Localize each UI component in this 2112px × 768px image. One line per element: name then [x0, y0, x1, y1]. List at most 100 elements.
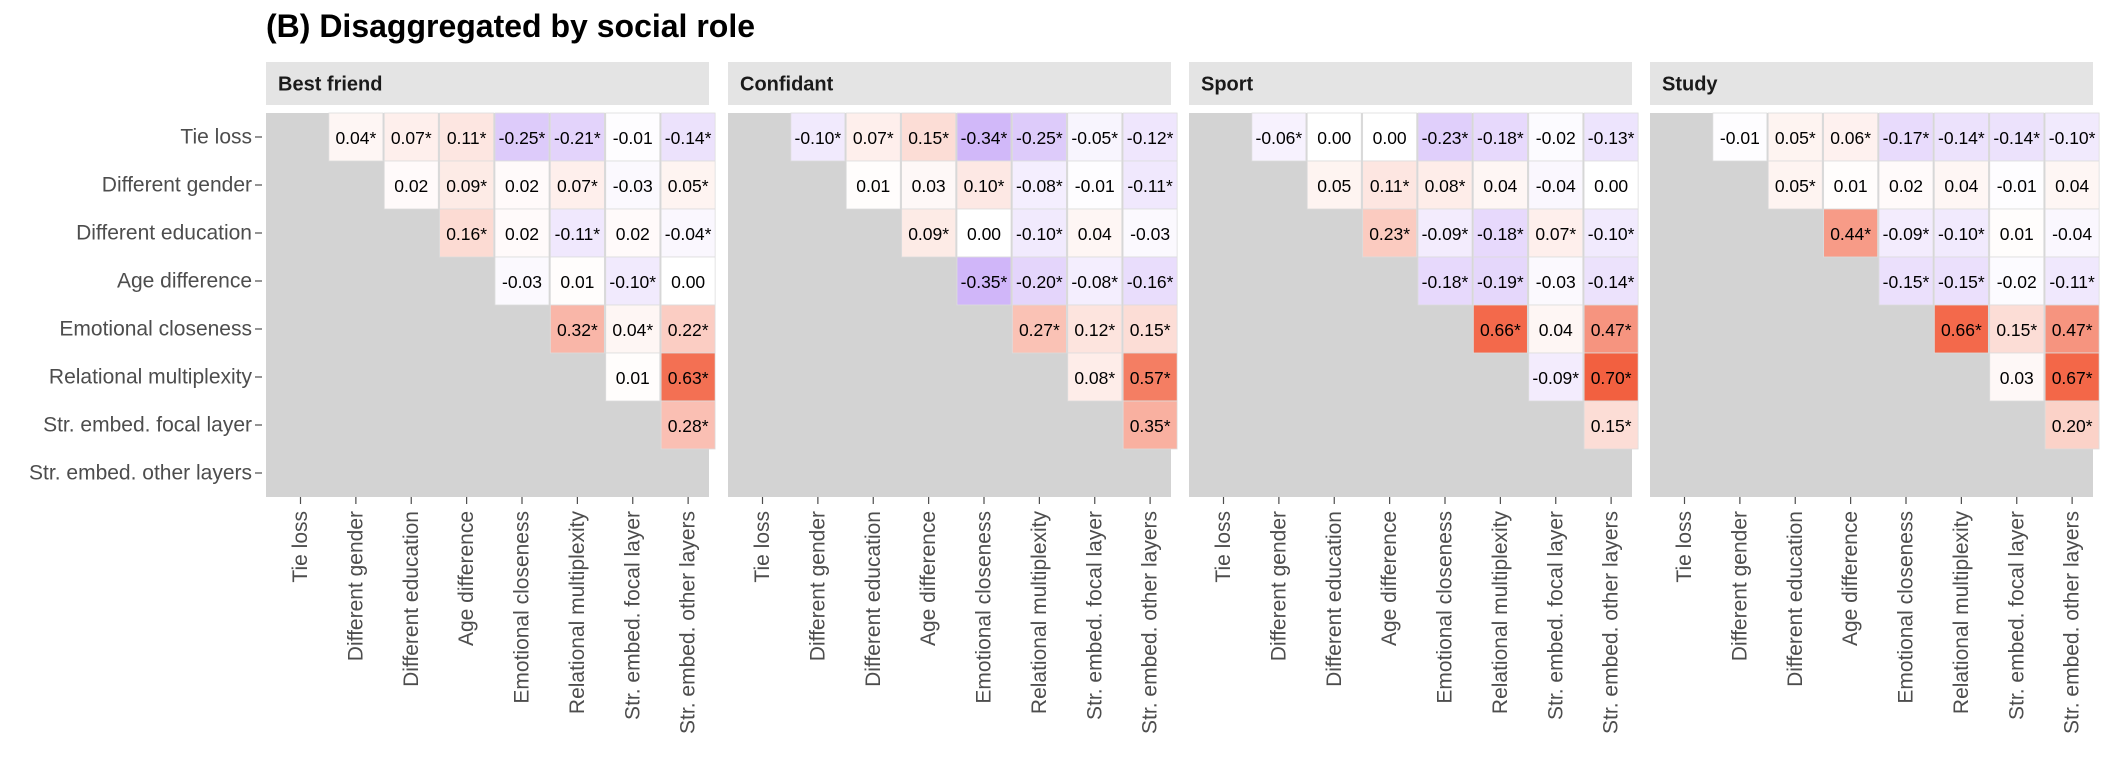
x-tick-label-relational-multiplexity: Relational multiplexity — [566, 511, 589, 715]
heatmap-cell — [1011, 304, 1067, 354]
x-tick-label-str-embed-other-layers: Str. embed. other layers — [2061, 511, 2084, 734]
x-tick-label-age-difference: Age difference — [1378, 511, 1401, 646]
cell-value-label: 0.05* — [1775, 176, 1816, 196]
heatmap-cell — [956, 112, 1012, 162]
cell-value-label: -0.25* — [1016, 128, 1063, 148]
heatmap-cell — [1989, 352, 2045, 402]
heatmap-cell — [1583, 112, 1639, 162]
cell-value-label: 0.08* — [1074, 368, 1115, 388]
cell-value-label: -0.09* — [1883, 224, 1930, 244]
heatmap-cell — [790, 112, 846, 162]
heatmap-cell — [1528, 256, 1584, 306]
cell-value-label: -0.09* — [1422, 224, 1469, 244]
heatmap-cell — [383, 160, 439, 210]
heatmap-cell — [1472, 256, 1528, 306]
facet-title-best-friend: Best friend — [278, 74, 382, 96]
heatmap-cell — [494, 112, 550, 162]
cell-value-label: -0.23* — [1422, 128, 1469, 148]
heatmap-cell — [1933, 208, 1989, 258]
heatmap-cell — [1472, 304, 1528, 354]
x-tick-label-tie-loss: Tie loss — [751, 511, 774, 583]
cell-value-label: 0.11* — [447, 128, 487, 148]
cell-value-label: 0.04 — [2055, 176, 2089, 196]
cell-value-label: -0.20* — [1016, 272, 1063, 292]
heatmap-cell — [605, 160, 661, 210]
heatmap-cell — [660, 304, 716, 354]
heatmap-cell — [1933, 304, 1989, 354]
cell-value-label: 0.15* — [1130, 320, 1171, 340]
cell-value-label: -0.11* — [1127, 176, 1173, 196]
heatmap-cell — [1472, 208, 1528, 258]
cell-value-label: -0.17* — [1883, 128, 1930, 148]
cell-value-label: 0.02 — [505, 224, 539, 244]
cell-value-label: 0.15* — [908, 128, 949, 148]
heatmap-cell — [901, 208, 957, 258]
heatmap-cell — [1362, 112, 1418, 162]
facet-strip — [1650, 62, 2093, 105]
x-tick-label-str-embed-other-layers: Str. embed. other layers — [677, 511, 700, 734]
cell-value-label: -0.10* — [1938, 224, 1985, 244]
heatmap-cell — [605, 208, 661, 258]
x-tick-label-tie-loss: Tie loss — [1673, 511, 1696, 583]
cell-value-label: 0.01 — [856, 176, 890, 196]
cell-value-label: 0.02 — [1889, 176, 1923, 196]
y-tick-label-str-embed-other-layers: Str. embed. other layers — [29, 462, 252, 485]
heatmap-cell — [383, 112, 439, 162]
y-tick-label-relational-multiplexity: Relational multiplexity — [49, 366, 253, 389]
y-tick-label-different-education: Different education — [76, 222, 252, 245]
x-tick-label-tie-loss: Tie loss — [289, 511, 312, 583]
cell-value-label: 0.57* — [1130, 368, 1171, 388]
heatmap-cell — [660, 112, 716, 162]
heatmap-cell — [439, 160, 495, 210]
cell-value-label: 0.02 — [394, 176, 428, 196]
cell-value-label: 0.04 — [1539, 320, 1573, 340]
heatmap-cell — [660, 256, 716, 306]
cell-value-label: 0.15* — [1591, 416, 1632, 436]
heatmap-cell — [439, 112, 495, 162]
cell-value-label: 0.05* — [668, 176, 709, 196]
heatmap-cell — [901, 160, 957, 210]
heatmap-cell — [1122, 352, 1178, 402]
heatmap-cell — [1417, 160, 1473, 210]
heatmap-cell — [2044, 256, 2100, 306]
cell-value-label: -0.12* — [1127, 128, 1174, 148]
cell-value-label: 0.28* — [668, 416, 709, 436]
heatmap-cell — [605, 304, 661, 354]
cell-value-label: -0.14* — [665, 128, 712, 148]
x-tick-label-different-education: Different education — [1784, 511, 1807, 687]
cell-value-label: -0.01 — [1720, 128, 1760, 148]
heatmap-cell — [1528, 304, 1584, 354]
heatmap-cell — [1712, 112, 1768, 162]
cell-value-label: 0.23* — [1369, 224, 1410, 244]
heatmap-cell — [1417, 256, 1473, 306]
facet-strip — [728, 62, 1171, 105]
heatmap-cell — [660, 400, 716, 450]
cell-value-label: 0.66* — [1941, 320, 1982, 340]
cell-value-label: 0.20* — [2052, 416, 2093, 436]
heatmap-cell — [1823, 160, 1879, 210]
cell-value-label: -0.21* — [554, 128, 601, 148]
cell-value-label: 0.12* — [1074, 320, 1115, 340]
heatmap-cell — [1933, 256, 1989, 306]
cell-value-label: -0.08* — [1071, 272, 1118, 292]
heatmap-cell — [2044, 112, 2100, 162]
heatmap-cell — [1989, 208, 2045, 258]
cell-value-label: -0.10* — [1588, 224, 1635, 244]
cell-value-label: -0.34* — [961, 128, 1008, 148]
y-tick-label-different-gender: Different gender — [102, 174, 252, 197]
heatmap-cell — [605, 256, 661, 306]
heatmap-cell — [494, 256, 550, 306]
heatmap-cell — [328, 112, 384, 162]
cell-value-label: -0.02 — [1536, 128, 1576, 148]
heatmap-cell — [2044, 208, 2100, 258]
heatmap-cell — [956, 256, 1012, 306]
heatmap-cell — [1067, 256, 1123, 306]
panel-study: Study -0.01 0.05* 0.06* -0.17* -0.14* -0.14* -0… — [1650, 62, 2100, 734]
cell-value-label: -0.02 — [1997, 272, 2037, 292]
heatmap-cell — [1583, 160, 1639, 210]
cell-value-label: 0.01 — [1834, 176, 1868, 196]
cell-value-label: -0.03 — [1130, 224, 1170, 244]
cell-value-label: 0.66* — [1480, 320, 1521, 340]
cell-value-label: -0.25* — [499, 128, 546, 148]
facet-title-sport: Sport — [1201, 74, 1254, 96]
